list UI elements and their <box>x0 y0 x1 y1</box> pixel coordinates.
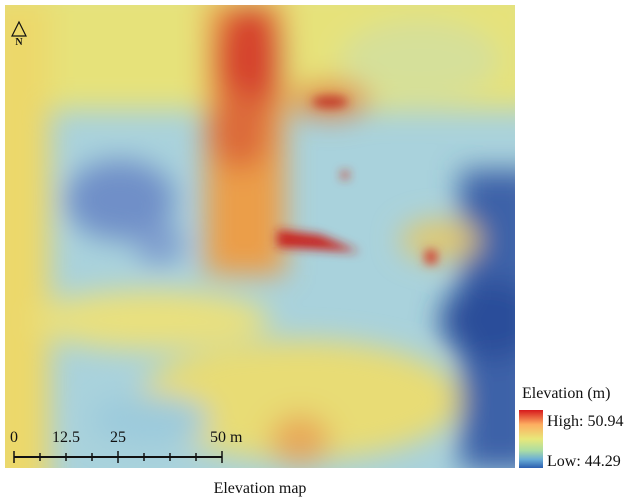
legend-colorbar <box>519 410 543 468</box>
map-figure: N 0 12.5 25 50 m Elevation (m) High: 50.… <box>0 0 644 498</box>
legend-high: High: 50.94 <box>547 413 623 430</box>
scale-label: 0 <box>10 429 18 446</box>
page: N 0 12.5 25 50 m Elevation (m) High: 50.… <box>0 0 644 498</box>
caption: Elevation map <box>214 480 307 497</box>
legend: Elevation (m) High: 50.94 Low: 44.29 <box>519 385 623 470</box>
scale-label: 12.5 <box>52 429 80 446</box>
legend-title: Elevation (m) <box>522 385 610 402</box>
scale-label: 50 m <box>210 429 243 446</box>
elevation-raster <box>0 0 540 498</box>
scale-label: 25 <box>110 429 126 446</box>
north-label: N <box>15 37 23 48</box>
legend-low: Low: 44.29 <box>547 453 621 470</box>
